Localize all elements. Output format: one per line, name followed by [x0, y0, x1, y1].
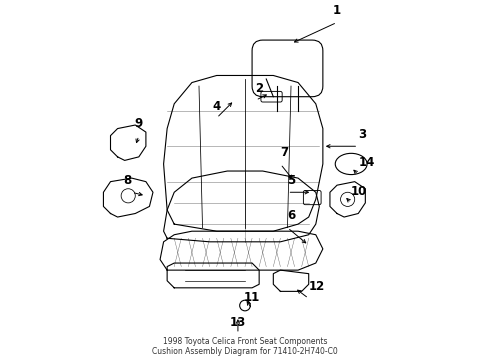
Text: 5: 5	[288, 174, 296, 187]
Text: 4: 4	[213, 100, 221, 113]
Text: 14: 14	[358, 156, 375, 169]
Text: 3: 3	[358, 128, 367, 141]
Text: 8: 8	[123, 174, 132, 187]
Text: 7: 7	[280, 146, 289, 159]
Text: 9: 9	[135, 117, 143, 130]
Text: 1: 1	[333, 4, 341, 17]
Text: 6: 6	[288, 210, 296, 222]
Text: 11: 11	[244, 291, 260, 304]
Text: 12: 12	[309, 280, 325, 293]
Text: 10: 10	[351, 185, 368, 198]
Text: 1998 Toyota Celica Front Seat Components
Cushion Assembly Diagram for 71410-2H74: 1998 Toyota Celica Front Seat Components…	[152, 337, 338, 356]
Text: 13: 13	[230, 315, 246, 329]
Text: 2: 2	[256, 82, 264, 95]
